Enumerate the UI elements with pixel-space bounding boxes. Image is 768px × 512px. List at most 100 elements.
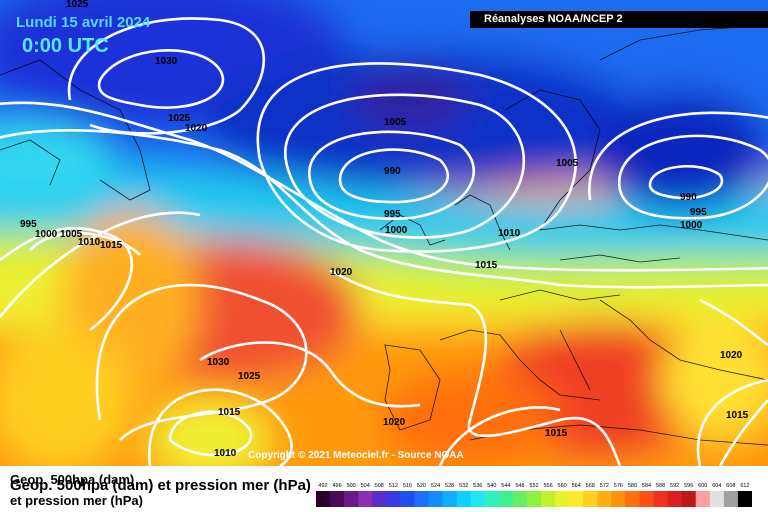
color-scale-swatch — [386, 491, 401, 507]
color-scale-tick-label: 548 — [515, 483, 524, 489]
color-scale-swatch — [316, 491, 331, 507]
pressure-label: 995 — [20, 219, 37, 230]
color-scale-swatch — [541, 491, 556, 507]
color-scale-tick-label: 528 — [445, 483, 454, 489]
pressure-label: 1005 — [384, 117, 407, 128]
legend-title-line2: Geop. 500hpa (dam) et pression mer (hPa) — [10, 477, 311, 494]
legend-title-line1: Geop. 500hpa (dam) — [10, 472, 135, 487]
pressure-label: 1005 — [60, 229, 83, 240]
color-scale-swatch — [583, 491, 598, 507]
pressure-label: 1010 — [498, 228, 521, 239]
color-scale-tick-label: 584 — [642, 483, 651, 489]
pressure-label: 1030 — [155, 56, 178, 67]
pressure-label: 1015 — [218, 407, 241, 418]
color-scale-tick-label: 524 — [431, 483, 440, 489]
pressure-label: 995 — [384, 209, 401, 220]
color-scale-swatch — [358, 491, 373, 507]
copyright-notice: Copyright © 2021 Meteociel.fr - Source N… — [248, 450, 464, 461]
color-scale-tick-label: 604 — [712, 483, 721, 489]
color-scale-swatch — [428, 491, 444, 507]
color-scale-swatch — [653, 491, 669, 507]
color-scale-swatch — [667, 491, 683, 507]
pressure-label: 1015 — [475, 260, 498, 271]
map-date: Lundi 15 avril 2024 — [16, 14, 151, 31]
color-scale-swatch — [695, 491, 711, 507]
color-scale-tick-label: 544 — [501, 483, 510, 489]
color-scale-swatch — [597, 491, 612, 507]
color-scale-tick-label: 496 — [333, 483, 342, 489]
color-scale-swatch — [372, 491, 387, 507]
isobars — [0, 17, 768, 466]
color-scale-swatch — [330, 491, 345, 507]
pressure-label: 1025 — [66, 0, 89, 10]
pressure-label: 1020 — [330, 267, 353, 278]
color-scale-tick-label: 516 — [403, 483, 412, 489]
color-scale-swatch — [625, 491, 640, 507]
color-scale-tick-label: 588 — [656, 483, 665, 489]
color-scale-tick-label: 592 — [670, 483, 679, 489]
color-scale-tick-label: 580 — [628, 483, 637, 489]
color-scale-tick-label: 540 — [487, 483, 496, 489]
pressure-label: 1010 — [214, 448, 237, 459]
pressure-label: 990 — [680, 192, 697, 203]
color-scale-tick-label: 596 — [684, 483, 693, 489]
color-scale-bar: 492 496 500 504 508 512 516 520 524 528 532 536 540 5… — [316, 483, 752, 507]
pressure-label: 1005 — [556, 158, 579, 169]
pressure-label: 1015 — [545, 428, 568, 439]
color-scale-swatch — [611, 491, 626, 507]
pressure-label: 1015 — [100, 240, 123, 251]
color-scale-tick-label: 576 — [614, 483, 623, 489]
color-scale-swatch — [400, 491, 415, 507]
color-scale-tick-label: 552 — [529, 483, 538, 489]
color-scale-swatch — [512, 491, 528, 507]
pressure-label: 990 — [384, 166, 401, 177]
color-scale-tick-label: 600 — [698, 483, 707, 489]
color-scale-swatch — [456, 491, 472, 507]
color-scale-tick-label: 500 — [347, 483, 356, 489]
color-scale-tick-label: 532 — [459, 483, 468, 489]
color-scale-swatch — [639, 491, 655, 507]
color-scale-tick-label: 612 — [740, 483, 749, 489]
color-scale-tick-label: 536 — [473, 483, 482, 489]
pressure-label: 1020 — [720, 350, 743, 361]
color-scale-tick-label: 512 — [389, 483, 398, 489]
pressure-label: 1010 — [78, 237, 101, 248]
data-source-banner: Réanalyses NOAA/NCEP 2 — [470, 11, 768, 28]
color-scale-swatch — [344, 491, 359, 507]
pressure-label: 1025 — [238, 371, 261, 382]
pressure-label: 1020 — [185, 123, 208, 134]
color-scale-tick-label: 492 — [318, 483, 327, 489]
color-scale-swatch — [569, 491, 584, 507]
color-scale-tick-label: 572 — [600, 483, 609, 489]
color-scale-swatch — [414, 491, 430, 507]
color-scale-swatch — [681, 491, 697, 507]
color-scale-swatch — [526, 491, 542, 507]
color-scale-swatch — [484, 491, 500, 507]
map-time: 0:00 UTC — [22, 35, 109, 57]
color-scale-swatch — [709, 491, 725, 507]
color-scale-tick-label: 568 — [586, 483, 595, 489]
color-scale-swatch — [737, 491, 752, 507]
color-scale-swatch — [723, 491, 739, 507]
pressure-label: 1025 — [168, 113, 191, 124]
pressure-label: 1000 — [35, 229, 58, 240]
pressure-labels: 1025 1030 1025 1020 1005 990 995 1000 10… — [20, 0, 749, 459]
color-scale-tick-label: 504 — [361, 483, 370, 489]
pressure-label: 1000 — [680, 220, 703, 231]
color-scale-tick-label: 564 — [572, 483, 581, 489]
color-scale-swatch — [470, 491, 486, 507]
pressure-label: 1020 — [383, 417, 406, 428]
color-scale-tick-label: 556 — [543, 483, 552, 489]
pressure-label: 995 — [690, 207, 707, 218]
color-scale-tick-label: 508 — [375, 483, 384, 489]
color-scale-tick-label: 560 — [558, 483, 567, 489]
color-scale-swatch — [498, 491, 514, 507]
pressure-label: 1015 — [726, 410, 749, 421]
color-scale-swatch — [442, 491, 458, 507]
color-scale-tick-label: 520 — [417, 483, 426, 489]
pressure-label: 1000 — [385, 225, 408, 236]
color-scale-swatch — [555, 491, 570, 507]
color-scale-tick-label: 608 — [726, 483, 735, 489]
